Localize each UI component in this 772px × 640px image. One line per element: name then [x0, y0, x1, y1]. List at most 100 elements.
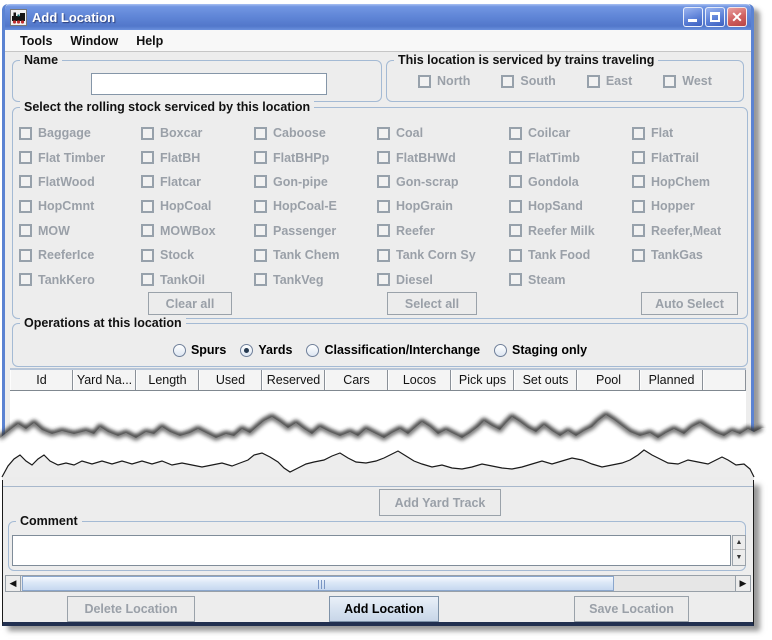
checkbox-tankveg[interactable]: TankVeg: [254, 273, 377, 287]
checkbox-icon: [632, 248, 645, 262]
checkbox-label: FlatWood: [38, 174, 95, 189]
checkbox-tank-chem[interactable]: Tank Chem: [254, 248, 377, 262]
column-header-cars[interactable]: Cars: [325, 370, 388, 390]
clear-all-button[interactable]: Clear all: [148, 292, 232, 315]
checkbox-icon: [141, 224, 154, 238]
add-yard-track-button[interactable]: Add Yard Track: [379, 489, 501, 516]
window-lower-fragment: Add Yard Track Comment ▲ ▼ ◀ ▶ Delete Lo…: [2, 480, 754, 626]
checkbox-west[interactable]: West: [663, 74, 712, 88]
scrollbar-thumb[interactable]: [22, 576, 614, 591]
checkbox-passenger[interactable]: Passenger: [254, 224, 377, 238]
checkbox-coilcar[interactable]: Coilcar: [509, 126, 632, 140]
checkbox-icon: [632, 126, 645, 140]
checkbox-caboose[interactable]: Caboose: [254, 126, 377, 140]
checkbox-flatwood[interactable]: FlatWood: [19, 175, 141, 189]
checkbox-flattimb[interactable]: FlatTimb: [509, 151, 632, 165]
scroll-down-icon[interactable]: ▼: [733, 550, 745, 564]
column-header-set-outs[interactable]: Set outs: [514, 370, 577, 390]
checkbox-flattrail[interactable]: FlatTrail: [632, 151, 739, 165]
checkbox-hopgrain[interactable]: HopGrain: [377, 199, 509, 213]
checkbox-hopcmnt[interactable]: HopCmnt: [19, 199, 141, 213]
column-header-pool[interactable]: Pool: [577, 370, 640, 390]
checkbox-icon: [509, 175, 522, 189]
checkbox-tankoil[interactable]: TankOil: [141, 273, 254, 287]
checkbox-flat[interactable]: Flat: [632, 126, 739, 140]
horizontal-scrollbar[interactable]: ◀ ▶: [5, 575, 751, 592]
checkbox-gon-pipe[interactable]: Gon-pipe: [254, 175, 377, 189]
checkbox-hopsand[interactable]: HopSand: [509, 199, 632, 213]
auto-select-button[interactable]: Auto Select: [641, 292, 738, 315]
checkbox-flatbhwd[interactable]: FlatBHWd: [377, 151, 509, 165]
checkbox-south[interactable]: South: [501, 74, 556, 88]
checkbox-gon-scrap[interactable]: Gon-scrap: [377, 175, 509, 189]
scroll-up-icon[interactable]: ▲: [733, 536, 745, 550]
checkbox-flat-timber[interactable]: Flat Timber: [19, 151, 141, 165]
column-header-id[interactable]: Id: [10, 370, 73, 390]
checkbox-mow[interactable]: MOW: [19, 224, 141, 238]
checkbox-hopchem[interactable]: HopChem: [632, 175, 739, 189]
select-all-button[interactable]: Select all: [387, 292, 477, 315]
title-bar[interactable]: Add Location ✕: [5, 4, 751, 30]
checkbox-icon: [19, 151, 32, 165]
radio-spurs[interactable]: Spurs: [172, 343, 226, 357]
minimize-icon[interactable]: [683, 7, 703, 27]
checkbox-diesel[interactable]: Diesel: [377, 273, 509, 287]
location-name-input[interactable]: [91, 73, 327, 95]
menu-window[interactable]: Window: [70, 33, 119, 48]
delete-location-button[interactable]: Delete Location: [67, 596, 195, 622]
checkbox-coal[interactable]: Coal: [377, 126, 509, 140]
checkbox-north[interactable]: North: [418, 74, 470, 88]
menu-help[interactable]: Help: [136, 33, 164, 48]
column-header-pick-ups[interactable]: Pick ups: [451, 370, 514, 390]
scroll-right-icon[interactable]: ▶: [735, 576, 750, 591]
checkbox-icon: [632, 175, 645, 189]
column-header-planned[interactable]: Planned: [640, 370, 703, 390]
checkbox-label: Gondola: [528, 174, 579, 189]
name-group: Name: [12, 53, 382, 102]
column-header-used[interactable]: Used: [199, 370, 262, 390]
checkbox-reeferice[interactable]: ReeferIce: [19, 248, 141, 262]
radio-classification-interchange[interactable]: Classification/Interchange: [306, 343, 480, 357]
maximize-icon[interactable]: [705, 7, 725, 27]
checkbox-reefer[interactable]: Reefer: [377, 224, 509, 238]
checkbox-hopper[interactable]: Hopper: [632, 199, 739, 213]
save-location-button[interactable]: Save Location: [574, 596, 689, 622]
menu-tools[interactable]: Tools: [20, 33, 53, 48]
close-icon[interactable]: ✕: [727, 7, 747, 27]
checkbox-reefer-meat[interactable]: Reefer,Meat: [632, 224, 739, 238]
checkbox-tankkero[interactable]: TankKero: [19, 273, 141, 287]
radio-staging-only[interactable]: Staging only: [494, 343, 587, 357]
checkbox-tankgas[interactable]: TankGas: [632, 248, 739, 262]
checkbox-baggage[interactable]: Baggage: [19, 126, 141, 140]
checkbox-steam[interactable]: Steam: [509, 273, 632, 287]
add-location-button[interactable]: Add Location: [329, 596, 439, 622]
checkbox-tank-corn-sy[interactable]: Tank Corn Sy: [377, 248, 509, 262]
checkbox-mowbox[interactable]: MOWBox: [141, 224, 254, 238]
checkbox-icon: [377, 151, 390, 165]
checkbox-hopcoal-e[interactable]: HopCoal-E: [254, 199, 377, 213]
checkbox-east[interactable]: East: [586, 74, 632, 88]
checkbox-icon: [19, 175, 32, 189]
checkbox-icon: [632, 224, 645, 238]
column-header-yard-na-[interactable]: Yard Na...: [73, 370, 136, 390]
radio-yards[interactable]: Yards: [240, 343, 292, 357]
column-header-length[interactable]: Length: [136, 370, 199, 390]
panel-divider: [3, 486, 753, 487]
checkbox-boxcar[interactable]: Boxcar: [141, 126, 254, 140]
checkbox-tank-food[interactable]: Tank Food: [509, 248, 632, 262]
rolling-stock-title: Select the rolling stock serviced by thi…: [20, 100, 315, 114]
scroll-left-icon[interactable]: ◀: [6, 576, 21, 591]
checkbox-flatbh[interactable]: FlatBH: [141, 151, 254, 165]
column-header-locos[interactable]: Locos: [388, 370, 451, 390]
checkbox-icon: [377, 199, 390, 213]
checkbox-reefer-milk[interactable]: Reefer Milk: [509, 224, 632, 238]
checkbox-flatbhpp[interactable]: FlatBHPp: [254, 151, 377, 165]
checkbox-stock[interactable]: Stock: [141, 248, 254, 262]
checkbox-gondola[interactable]: Gondola: [509, 175, 632, 189]
checkbox-hopcoal[interactable]: HopCoal: [141, 199, 254, 213]
comment-textarea[interactable]: [12, 535, 731, 566]
checkbox-flatcar[interactable]: Flatcar: [141, 175, 254, 189]
comment-vertical-scrollbar[interactable]: ▲ ▼: [732, 535, 746, 566]
checkbox-icon: [141, 273, 154, 287]
column-header-reserved[interactable]: Reserved: [262, 370, 325, 390]
